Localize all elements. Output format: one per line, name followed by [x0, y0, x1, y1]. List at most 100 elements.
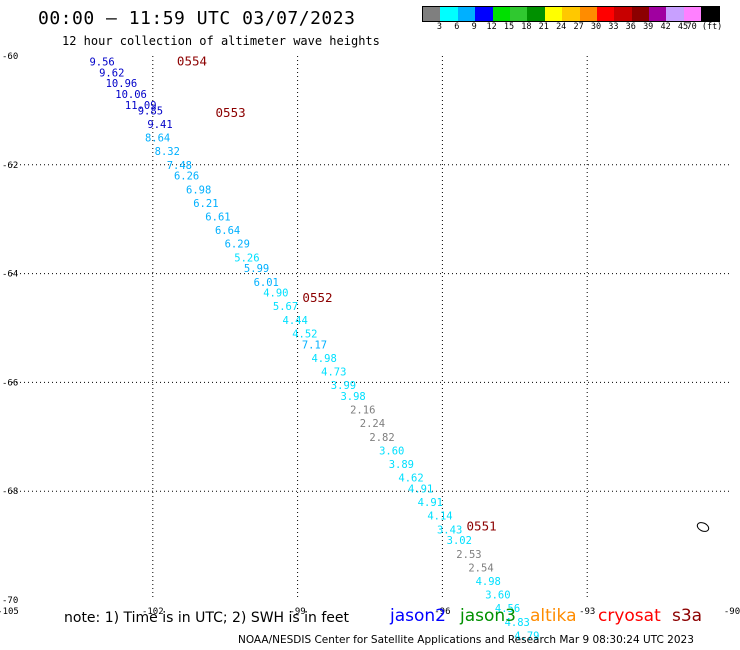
color-scale-label: 45: [677, 22, 689, 32]
map-title: 00:00 – 11:59 UTC 03/07/2023: [38, 8, 356, 29]
y-tick-label: -62: [2, 161, 18, 171]
wave-height-point: 8.32: [155, 146, 180, 158]
wave-height-point: 5.99: [244, 263, 269, 275]
wave-height-point: 4.98: [311, 353, 336, 365]
color-swatch: [666, 7, 684, 21]
satellite-legend-altika: altika: [530, 606, 577, 626]
wave-height-point: 4.91: [408, 483, 433, 495]
wave-height-point: 5.26: [234, 252, 259, 264]
color-swatch: [596, 7, 615, 21]
wave-height-point: 4.98: [476, 576, 501, 588]
wave-height-point: 2.82: [369, 432, 394, 444]
wave-height-point: 6.64: [215, 225, 240, 237]
wave-height-point: 11.09: [125, 100, 157, 112]
wave-height-point: 6.21: [193, 198, 218, 210]
wave-height-point: 3.98: [340, 391, 365, 403]
color-scale-bar: [422, 6, 720, 22]
map-subtitle: 12 hour collection of altimeter wave hei…: [62, 34, 380, 48]
color-scale-label: 3: [436, 22, 442, 32]
color-scale-label: 21: [538, 22, 549, 32]
color-scale-label: 36: [625, 22, 636, 32]
island-outline: [696, 522, 710, 532]
color-scale-label: 18: [521, 22, 532, 32]
color-scale-label: 33: [608, 22, 619, 32]
wave-height-point: 6.01: [254, 277, 279, 289]
color-scale-label: 42: [660, 22, 671, 32]
wave-height-point: 4.52: [292, 328, 317, 340]
color-swatch: [475, 7, 493, 21]
x-tick-label: -105: [0, 607, 19, 617]
color-swatch: [527, 7, 545, 21]
pass-time-label: 0554: [177, 53, 207, 68]
x-tick-label: -90: [724, 607, 740, 617]
color-scale-label: 39: [643, 22, 654, 32]
color-swatch: [492, 7, 510, 21]
color-swatch: [614, 7, 632, 21]
x-tick-label: -96: [434, 607, 450, 617]
wave-height-point: 4.79: [514, 630, 539, 642]
color-scale-labels: 3 6 9 12 15 18 21 24 27 30 33 36 39 42 45 70 (ft): [422, 22, 740, 34]
wave-height-point: 4.91: [418, 497, 443, 509]
footer-note: note: 1) Time is in UTC; 2) SWH is in fe…: [64, 610, 350, 626]
color-scale-label: 12: [486, 22, 497, 32]
color-swatch: [544, 7, 563, 21]
y-tick-label: -66: [2, 378, 18, 388]
pass-time-label: 0553: [216, 105, 246, 120]
color-scale-label: 6: [454, 22, 460, 32]
wave-height-point: 7.17: [302, 339, 327, 351]
color-scale-label: 24: [556, 22, 567, 32]
wave-height-point: 4.44: [283, 315, 308, 327]
color-swatch: [440, 7, 458, 21]
color-scale-label: 9: [471, 22, 477, 32]
color-swatch: [579, 7, 597, 21]
wave-height-point: 2.16: [350, 405, 375, 417]
color-swatch: [457, 7, 476, 21]
wave-height-point: 3.02: [447, 535, 472, 547]
wave-height-point: 2.53: [456, 549, 481, 561]
wave-height-point: 3.43: [437, 524, 462, 536]
wave-height-point: 9.62: [99, 67, 124, 79]
wave-height-point: 9.85: [138, 105, 163, 117]
wave-height-point: 4.90: [263, 288, 288, 300]
wave-height-point: 4.73: [321, 367, 346, 379]
wave-height-point: 4.14: [427, 511, 452, 523]
color-swatch: [649, 7, 667, 21]
color-scale-label: 15: [503, 22, 515, 32]
wave-height-point: 9.56: [89, 56, 114, 68]
satellite-legend-jason2: jason2: [390, 606, 446, 626]
wave-height-point: 3.60: [379, 445, 404, 457]
wave-height-point: 4.56: [495, 603, 520, 615]
wave-height-point: 9.41: [147, 119, 172, 131]
wave-height-point: 10.96: [106, 78, 138, 90]
wave-height-point: 5.67: [273, 301, 298, 313]
wave-height-point: 2.54: [468, 562, 493, 574]
y-tick-label: -68: [2, 487, 18, 497]
wave-height-point: 2.24: [360, 418, 385, 430]
color-swatch: [509, 7, 528, 21]
wave-height-point: 3.89: [389, 459, 414, 471]
wave-height-point: 4.83: [505, 617, 530, 629]
color-scale-label: 70 (ft): [686, 22, 723, 32]
wave-height-point: 6.98: [186, 184, 211, 196]
wave-height-point: 6.29: [225, 239, 250, 251]
color-swatch: [701, 7, 719, 21]
color-scale-label: 27: [573, 22, 584, 32]
x-tick-label: -93: [579, 607, 595, 617]
satellite-legend-cryosat: cryosat: [598, 606, 661, 626]
x-tick-label: -99: [289, 607, 305, 617]
wave-height-point: 6.61: [205, 211, 230, 223]
wave-height-point: 10.06: [115, 89, 147, 101]
wave-height-point: 3.60: [485, 590, 510, 602]
wave-height-point: 6.26: [174, 171, 199, 183]
color-scale-label: 30: [590, 22, 602, 32]
x-tick-label: -102: [142, 607, 164, 617]
pass-time-label: 0551: [467, 519, 497, 534]
y-tick-label: -64: [2, 270, 18, 280]
credit-line: NOAA/NESDIS Center for Satellite Applica…: [238, 634, 694, 646]
pass-time-label: 0552: [302, 290, 332, 305]
color-swatch: [631, 7, 650, 21]
color-swatch: [423, 7, 441, 21]
color-swatch: [562, 7, 580, 21]
wave-height-point: 3.99: [331, 380, 356, 392]
